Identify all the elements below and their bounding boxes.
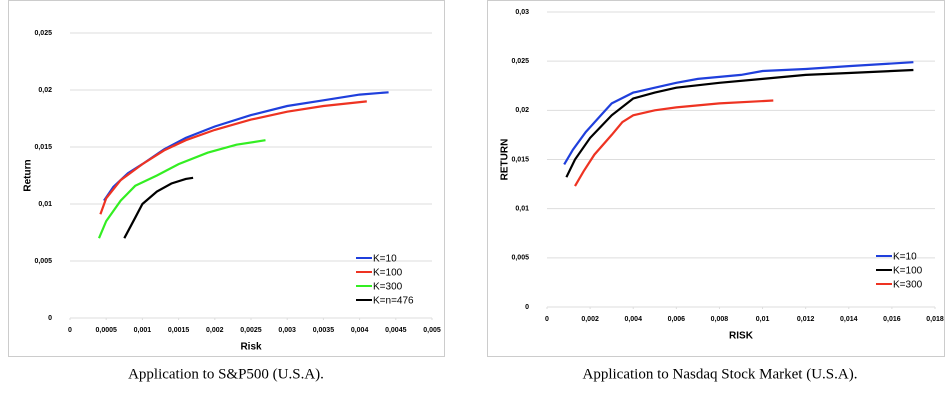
y-tick-label: 0 <box>525 304 529 311</box>
legend-label: K=10 <box>893 252 917 263</box>
x-tick-label: 0,001 <box>134 327 152 334</box>
caption: Application to S&P500 (U.S.A). <box>128 366 324 382</box>
x-tick-label: 0,008 <box>711 316 729 323</box>
legend-label: K=10 <box>373 254 397 265</box>
y-tick-label: 0,005 <box>511 255 529 262</box>
x-tick-label: 0,005 <box>423 327 441 334</box>
y-tick-label: 0,015 <box>34 144 52 151</box>
x-tick-label: 0,004 <box>624 316 642 323</box>
series-line <box>574 99 774 187</box>
y-tick-label: 0,02 <box>515 107 529 114</box>
x-tick-label: 0,003 <box>278 327 296 334</box>
x-tick-label: 0,0025 <box>240 327 262 334</box>
legend-label: K=100 <box>893 266 923 277</box>
x-tick-label: 0,018 <box>926 316 944 323</box>
chart-frame <box>8 0 445 357</box>
series-line <box>103 91 389 202</box>
chart-frame <box>487 0 945 357</box>
series-line <box>123 176 194 239</box>
x-tick-label: 0,0015 <box>168 327 190 334</box>
x-tick-label: 0 <box>545 316 549 323</box>
y-tick-label: 0,025 <box>511 58 529 65</box>
series-line <box>97 139 266 239</box>
y-tick-label: 0,01 <box>515 206 529 213</box>
x-axis-label: RISK <box>729 331 754 342</box>
y-axis-label: Return <box>23 159 34 191</box>
x-tick-label: 0,004 <box>351 327 369 334</box>
x-tick-label: 0,016 <box>883 316 901 323</box>
x-tick-label: 0,006 <box>668 316 686 323</box>
legend-label: K=n=476 <box>373 296 414 307</box>
x-tick-label: 0,0035 <box>313 327 335 334</box>
y-tick-label: 0,03 <box>515 9 529 16</box>
x-tick-label: 0,0005 <box>95 327 117 334</box>
series-line <box>565 68 914 178</box>
series-line <box>563 61 914 165</box>
x-tick-label: 0,002 <box>581 316 599 323</box>
y-tick-label: 0,02 <box>38 87 52 94</box>
x-tick-label: 0,0045 <box>385 327 407 334</box>
y-axis-label: RETURN <box>500 139 511 181</box>
caption: Application to Nasdaq Stock Market (U.S.… <box>583 366 858 382</box>
y-tick-label: 0 <box>48 315 52 322</box>
x-tick-label: 0,012 <box>797 316 815 323</box>
y-tick-label: 0,005 <box>34 258 52 265</box>
x-tick-label: 0,002 <box>206 327 224 334</box>
y-tick-label: 0,015 <box>511 156 529 163</box>
x-tick-label: 0,01 <box>756 316 770 323</box>
legend-label: K=300 <box>373 282 403 293</box>
x-axis-label: Risk <box>240 342 262 353</box>
x-tick-label: 0,014 <box>840 316 858 323</box>
series-line <box>99 100 367 215</box>
y-tick-label: 0,01 <box>38 201 52 208</box>
y-tick-label: 0,025 <box>34 30 52 37</box>
legend-label: K=300 <box>893 280 923 291</box>
x-tick-label: 0 <box>68 327 72 334</box>
legend-label: K=100 <box>373 268 403 279</box>
